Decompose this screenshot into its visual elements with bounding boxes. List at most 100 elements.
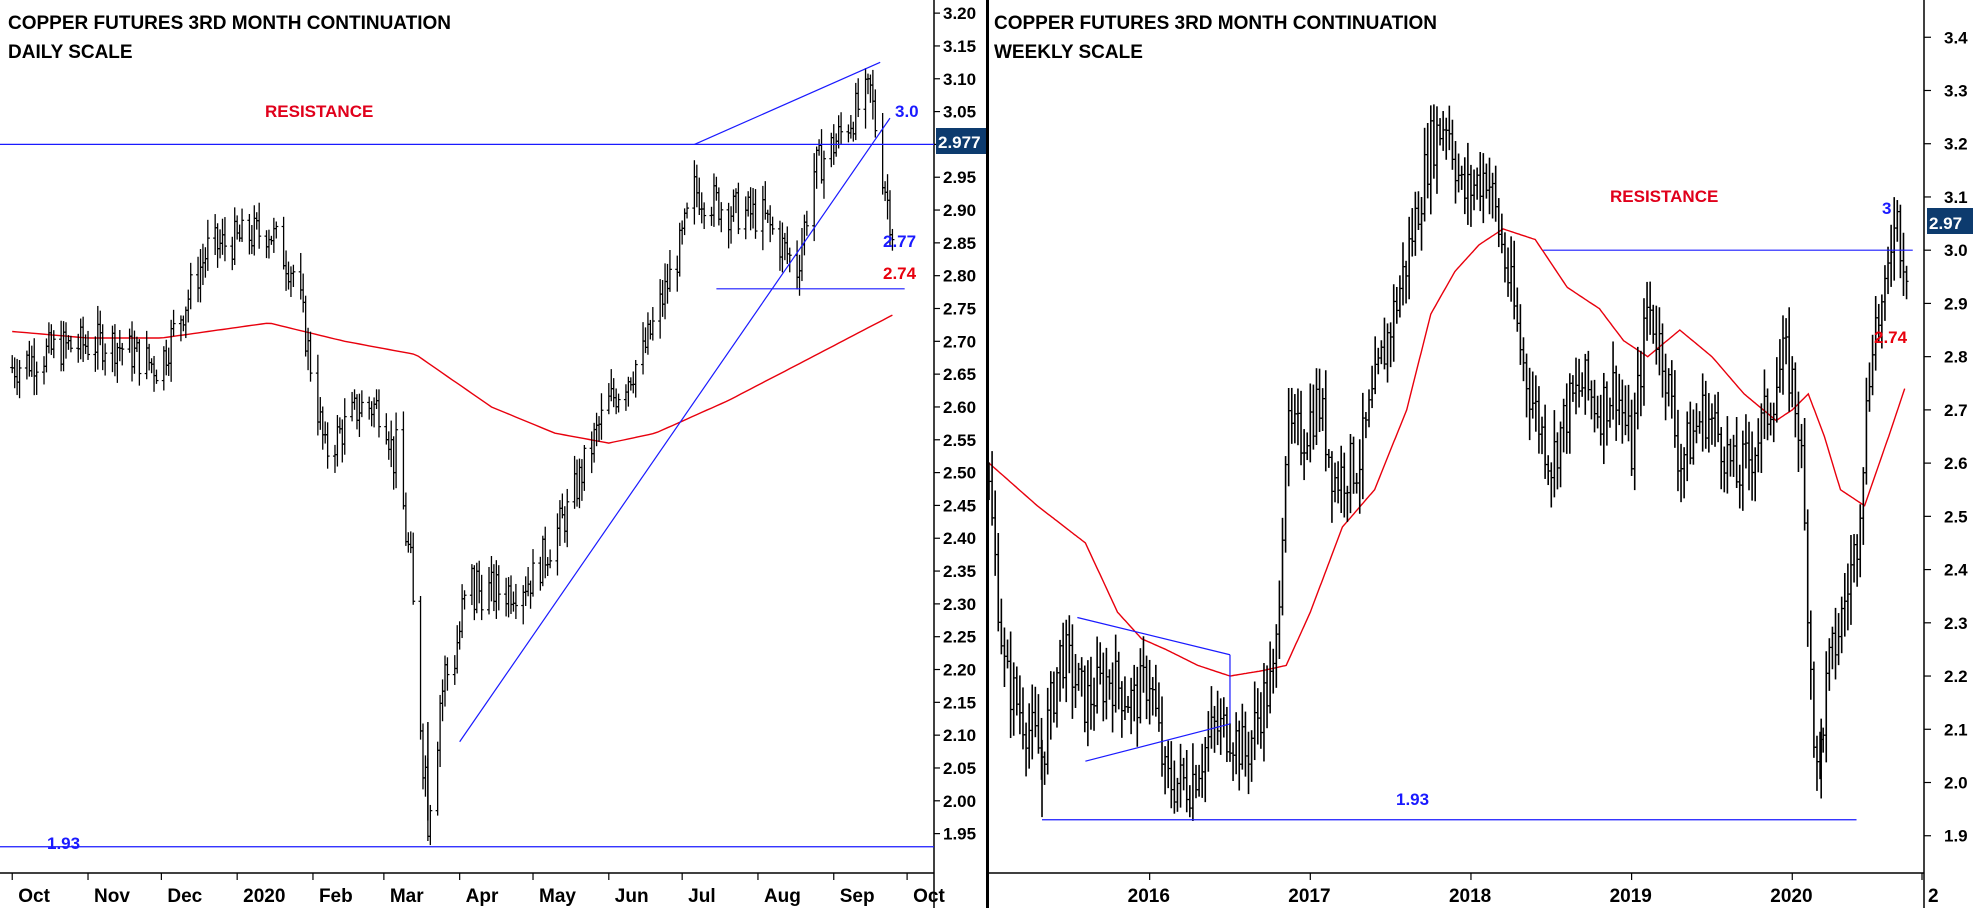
daily-price-bar — [188, 262, 193, 310]
daily-resistance-value: 3.0 — [895, 102, 919, 121]
weekly-price-bar — [1536, 386, 1541, 454]
weekly-price-bar — [1645, 281, 1650, 341]
weekly-price-bar — [1895, 200, 1900, 242]
weekly-price-bar — [1280, 517, 1285, 616]
weekly-price-bar — [1543, 404, 1548, 479]
daily-y-tick-label: 2.00 — [943, 792, 976, 811]
weekly-price-bar — [1740, 430, 1745, 511]
weekly-price-bar — [1546, 455, 1551, 486]
weekly-price-bar — [1076, 662, 1081, 691]
daily-price-bar — [205, 219, 210, 271]
weekly-price-bar — [1475, 167, 1480, 200]
weekly-price-bar — [1793, 362, 1798, 438]
daily-price-bar — [17, 360, 22, 399]
weekly-price-bar — [1268, 641, 1273, 714]
daily-price-bar — [120, 342, 125, 366]
daily-y-tick-label: 3.05 — [943, 103, 976, 122]
daily-price-bar — [34, 361, 39, 395]
daily-x-tick-label: Dec — [167, 886, 202, 907]
weekly-price-bar — [1750, 431, 1755, 501]
weekly-price-bar — [1323, 370, 1328, 472]
weekly-price-bar — [1533, 375, 1538, 432]
weekly-price-bar — [1555, 432, 1560, 490]
weekly-price-bar — [1638, 350, 1643, 417]
weekly-price-bar — [1373, 336, 1378, 395]
weekly-price-bar — [1595, 395, 1600, 429]
weekly-price-bar — [1657, 307, 1662, 376]
weekly-price-bar — [1317, 368, 1322, 433]
weekly-price-bar — [1845, 563, 1850, 631]
daily-subtitle: DAILY SCALE — [8, 42, 133, 63]
weekly-price-bar — [1067, 615, 1072, 674]
weekly-price-bar — [1759, 403, 1764, 473]
daily-y-tick-label: 1.95 — [943, 825, 976, 844]
daily-price-bar — [308, 331, 313, 382]
daily-price-bar — [685, 202, 690, 219]
daily-y-tick-label: 2.55 — [943, 431, 976, 450]
daily-price-bar — [770, 216, 775, 235]
daily-x-tick-label: Mar — [390, 886, 424, 907]
daily-chart-panel: COPPER FUTURES 3RD MONTH CONTINUATION DA… — [0, 0, 986, 908]
daily-y-tick-label: 2.85 — [943, 234, 976, 253]
daily-price-bar — [513, 583, 518, 620]
weekly-price-bar — [1144, 655, 1149, 720]
weekly-price-bar — [1252, 681, 1257, 761]
weekly-price-bars — [987, 104, 1909, 822]
weekly-price-bar — [1456, 153, 1461, 193]
weekly-price-bar — [1150, 677, 1155, 716]
daily-price-bar — [394, 412, 399, 489]
weekly-price-bar — [1058, 639, 1063, 702]
daily-x-tick-label: Oct — [913, 886, 945, 907]
weekly-price-bar — [1774, 357, 1779, 423]
weekly-x-tick-label: 2020 — [1770, 886, 1812, 907]
weekly-price-bar — [1064, 619, 1069, 703]
weekly-price-bar — [1685, 411, 1690, 482]
weekly-price-bar — [1434, 106, 1439, 194]
weekly-price-bar — [1688, 401, 1693, 465]
daily-price-bar — [890, 228, 895, 251]
weekly-price-bar — [1694, 403, 1699, 444]
weekly-price-bar — [1524, 353, 1529, 418]
weekly-price-bar — [1147, 659, 1152, 725]
daily-price-bar — [171, 309, 176, 337]
weekly-price-bar — [1036, 694, 1041, 754]
weekly-price-bar — [1898, 204, 1903, 279]
weekly-price-bar — [1509, 236, 1514, 302]
weekly-price-bar — [1400, 242, 1405, 306]
weekly-price-bar — [1743, 414, 1748, 469]
weekly-price-bar — [1113, 634, 1118, 713]
weekly-price-bar — [1277, 580, 1282, 659]
daily-price-bar — [445, 657, 450, 691]
weekly-price-bar — [1564, 383, 1569, 454]
daily-price-bar — [154, 369, 159, 384]
daily-price-bar — [222, 217, 227, 262]
weekly-price-bar — [1243, 711, 1248, 777]
daily-y-tick-label: 2.20 — [943, 661, 976, 680]
weekly-subtitle: WEEKLY SCALE — [994, 42, 1143, 63]
daily-y-tick-label: 3.15 — [943, 37, 976, 56]
weekly-price-bar — [1836, 613, 1841, 666]
weekly-last-price: 2.97 — [1929, 214, 1962, 233]
daily-price-bar — [650, 307, 655, 341]
weekly-price-bar — [1734, 417, 1739, 489]
weekly-last-price-badge — [1927, 208, 1973, 234]
weekly-price-bar — [1614, 365, 1619, 441]
weekly-price-bar — [1472, 169, 1477, 211]
weekly-y-tick-label: 3.3 — [1944, 81, 1968, 100]
weekly-price-bar — [1574, 357, 1579, 415]
weekly-price-bar — [1762, 369, 1767, 439]
weekly-price-bar — [1339, 445, 1344, 514]
weekly-price-bar — [1675, 409, 1680, 492]
weekly-price-bar — [1780, 315, 1785, 395]
weekly-price-bar — [1033, 686, 1038, 738]
weekly-resistance-value: 3 — [1882, 199, 1891, 218]
weekly-price-bar — [1030, 684, 1035, 760]
weekly-price-bar — [1462, 157, 1467, 215]
weekly-low-value: 1.93 — [1396, 790, 1429, 809]
weekly-price-bar — [1713, 394, 1718, 447]
weekly-price-bar — [1237, 720, 1242, 791]
weekly-price-bar — [1438, 118, 1443, 146]
weekly-price-bar — [1357, 439, 1362, 514]
weekly-price-bar — [1530, 371, 1535, 419]
